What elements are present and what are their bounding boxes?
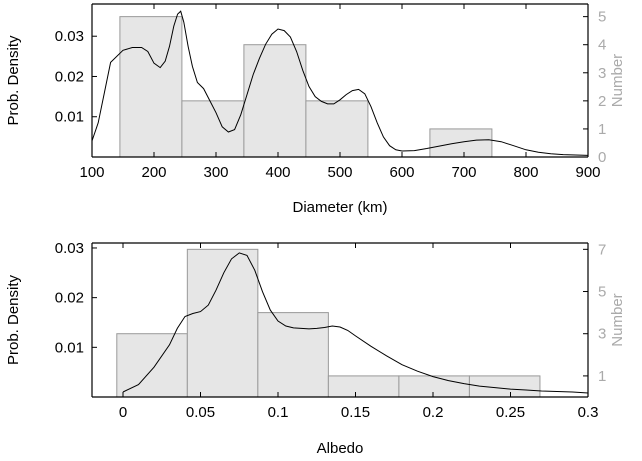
albedo-chart: 0 0.05 0.1 0.15 0.2 0.25 0.3 0.01 0.02 0.03 1 3 5 7 Al… bbox=[5, 240, 626, 457]
x-tick-label: 500 bbox=[327, 164, 352, 181]
histogram-bar bbox=[116, 333, 188, 398]
x-tick-label: 0.05 bbox=[186, 404, 215, 421]
x-tick-label: 400 bbox=[265, 164, 290, 181]
x-tick-label: 0.2 bbox=[423, 404, 444, 421]
y-right-tick-label: 4 bbox=[598, 37, 606, 54]
diameter-chart: 100 200 300 400 500 600 700 800 900 0.01 0.02 0.03 0… bbox=[5, 3, 626, 216]
x-axis-label: Diameter (km) bbox=[292, 199, 387, 216]
x-tick-label: 0 bbox=[119, 404, 127, 421]
histogram-bar bbox=[327, 375, 400, 398]
x-tick-label: 800 bbox=[513, 164, 538, 181]
x-tick-label: 100 bbox=[79, 164, 104, 181]
x-tick-label: 300 bbox=[203, 164, 228, 181]
y-right-tick-label: 2 bbox=[598, 93, 606, 110]
y-right-tick-label: 5 bbox=[598, 284, 606, 301]
y-axis-label: Prob. Density bbox=[5, 35, 22, 126]
y-tick-label: 0.01 bbox=[55, 339, 84, 356]
x-tick-label: 600 bbox=[389, 164, 414, 181]
y-right-tick-label: 0 bbox=[598, 149, 606, 166]
histogram-bar bbox=[243, 44, 307, 158]
y-axis-label: Prob. Density bbox=[5, 274, 22, 365]
histogram-bar bbox=[186, 248, 259, 398]
y-right-tick-label: 7 bbox=[598, 241, 606, 258]
density-curve bbox=[91, 10, 589, 156]
y-tick-label: 0.02 bbox=[55, 68, 84, 85]
density-curve bbox=[122, 252, 589, 394]
y-right-axis-label: Number bbox=[609, 293, 626, 346]
x-tick-label: 0.25 bbox=[496, 404, 525, 421]
histogram-bar bbox=[257, 312, 329, 398]
y-right-tick-label: 1 bbox=[598, 121, 606, 138]
y-right-tick-label: 3 bbox=[598, 326, 606, 343]
x-tick-label: 200 bbox=[141, 164, 166, 181]
y-right-axis-label: Number bbox=[609, 54, 626, 107]
x-tick-label: 700 bbox=[451, 164, 476, 181]
histogram-bar bbox=[181, 100, 245, 158]
y-tick-label: 0.03 bbox=[55, 240, 84, 257]
histogram-bar bbox=[429, 128, 493, 158]
histogram-bar bbox=[119, 16, 183, 158]
x-tick-label: 0.1 bbox=[268, 404, 289, 421]
x-tick-label: 0.15 bbox=[341, 404, 370, 421]
x-tick-label: 0.3 bbox=[578, 404, 599, 421]
y-tick-label: 0.01 bbox=[55, 109, 84, 126]
x-axis-label: Albedo bbox=[317, 440, 364, 457]
x-tick-label: 900 bbox=[575, 164, 600, 181]
histogram-bar bbox=[305, 100, 369, 158]
y-right-tick-label: 1 bbox=[598, 368, 606, 385]
y-right-tick-label: 5 bbox=[598, 9, 606, 26]
histogram-bar bbox=[398, 375, 470, 398]
y-right-tick-label: 3 bbox=[598, 65, 606, 82]
y-tick-label: 0.02 bbox=[55, 290, 84, 307]
y-tick-label: 0.03 bbox=[55, 28, 84, 45]
